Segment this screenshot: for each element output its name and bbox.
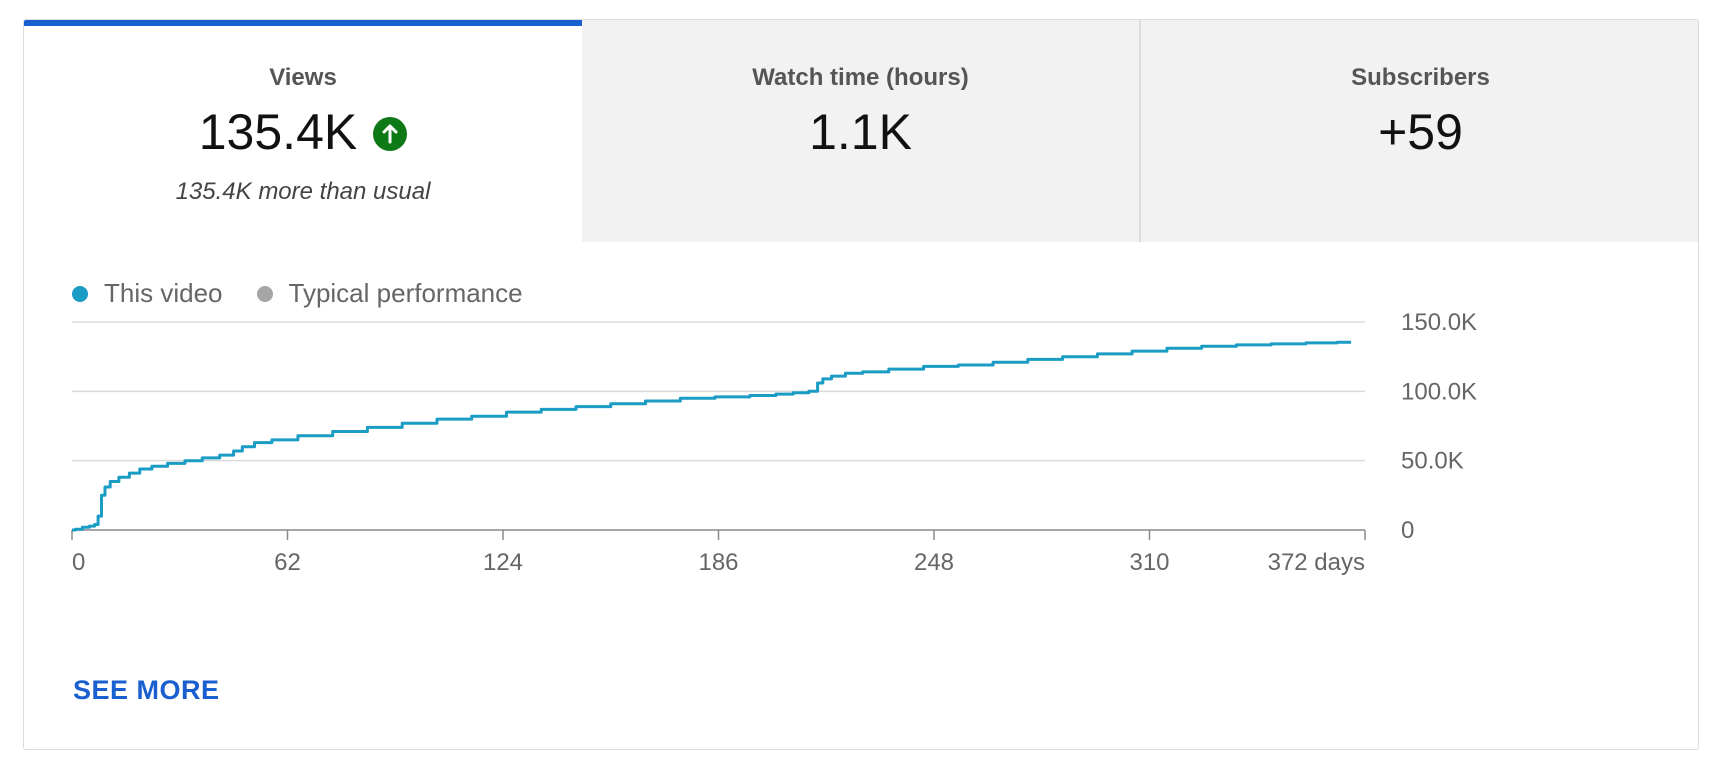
- tab-views-label: Views: [269, 64, 337, 91]
- y-tick-label-1: 50.0K: [1401, 448, 1464, 475]
- tab-watch-time[interactable]: Watch time (hours) 1.1K: [582, 20, 1141, 242]
- x-tick-label-5: 310: [1129, 549, 1169, 576]
- x-tick-label-4: 248: [914, 549, 954, 576]
- y-tick-label-2: 100.0K: [1401, 378, 1477, 405]
- views-line-chart: 0 50.0K 100.0K 150.0K 0 62 124 186 248 310 372 da…: [71, 309, 1477, 576]
- tab-subscribers-value-row: +59: [1141, 102, 1698, 162]
- tab-views-value-row: 135.4K: [24, 102, 582, 162]
- legend-item-this-video: This video: [72, 278, 223, 309]
- series-line-this-video: [72, 340, 1352, 532]
- tab-views[interactable]: Views 135.4K 135.4K more than usual: [24, 20, 582, 242]
- x-tick-labels: 0 62 124 186 248 310 372 days: [72, 549, 1365, 576]
- chart-legend: This video Typical performance: [72, 278, 557, 309]
- y-tick-label-0: 0: [1401, 517, 1414, 544]
- legend-label-typical-performance: Typical performance: [288, 278, 523, 308]
- x-tick-label-6: 372 days: [1268, 549, 1365, 576]
- tab-views-note: 135.4K more than usual: [175, 178, 431, 205]
- x-tick-label-1: 62: [274, 549, 301, 576]
- tab-views-value: 135.4K: [198, 104, 358, 160]
- tab-subscribers-value: +59: [1378, 104, 1463, 160]
- x-tick-label-0: 0: [72, 549, 85, 576]
- tab-subscribers-label: Subscribers: [1351, 64, 1490, 91]
- grid-lines: [72, 321, 1365, 462]
- x-axis: [71, 529, 1366, 540]
- y-tick-label-3: 150.0K: [1401, 309, 1477, 336]
- metric-tabs: Views 135.4K 135.4K more than usual Watc…: [24, 20, 1698, 242]
- series-lines: [72, 340, 1352, 532]
- legend-item-typical-performance: Typical performance: [256, 278, 523, 309]
- legend-dot-this-video: [72, 285, 88, 302]
- tab-watch-time-value-row: 1.1K: [582, 102, 1139, 162]
- x-tick-label-2: 124: [483, 549, 523, 576]
- views-analytics-card: Views 135.4K 135.4K more than usual Watc…: [23, 19, 1699, 750]
- tab-subscribers[interactable]: Subscribers +59: [1141, 20, 1698, 242]
- tab-watch-time-value: 1.1K: [809, 104, 912, 160]
- arrow-up-circle-icon: [373, 117, 408, 151]
- see-more-link[interactable]: SEE MORE: [73, 675, 220, 705]
- tab-watch-time-label: Watch time (hours): [752, 64, 969, 91]
- x-tick-label-3: 186: [698, 549, 738, 576]
- legend-dot-typical-performance: [256, 285, 273, 302]
- legend-label-this-video: This video: [104, 278, 223, 308]
- active-tab-indicator: [24, 20, 582, 26]
- y-tick-labels: 0 50.0K 100.0K 150.0K: [1401, 309, 1477, 544]
